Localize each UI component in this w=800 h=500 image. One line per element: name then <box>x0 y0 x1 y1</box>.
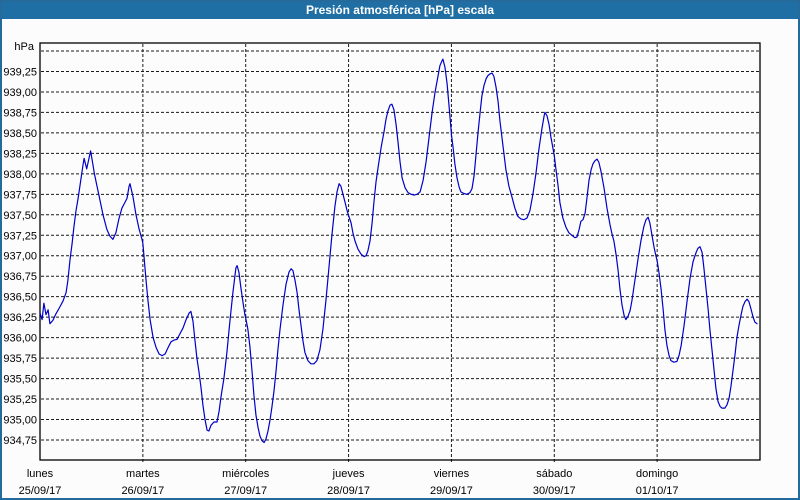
y-axis-tick-label: 936,75 <box>3 271 37 283</box>
y-axis-tick-label: 938,50 <box>3 128 37 140</box>
y-axis-tick-label: 935,75 <box>3 353 37 365</box>
y-axis-tick-label: 939,25 <box>3 66 37 78</box>
x-axis-day-label: sábado <box>536 468 572 480</box>
pressure-series-line <box>39 58 758 444</box>
x-axis-day-label: jueves <box>332 468 365 480</box>
y-axis-tick-label: 935,00 <box>3 415 37 427</box>
x-axis-day-label: martes <box>126 468 160 480</box>
x-axis-date-label: 01/10/17 <box>636 485 679 497</box>
y-axis-tick-label: 936,25 <box>3 312 37 324</box>
y-axis-tick-label: 938,75 <box>3 107 37 119</box>
x-axis-date-label: 29/09/17 <box>430 485 473 497</box>
x-axis-date-label: 26/09/17 <box>121 485 164 497</box>
y-axis-tick-label: 938,00 <box>3 169 37 181</box>
x-axis-date-label: 30/09/17 <box>533 485 576 497</box>
plot-border <box>39 42 761 461</box>
x-axis-day-label: viernes <box>434 468 470 480</box>
x-axis-day-label: domingo <box>636 468 678 480</box>
y-axis-tick-label: 937,00 <box>3 251 37 263</box>
x-axis-day-label: miércoles <box>222 468 270 480</box>
y-axis-tick-label: 937,25 <box>3 230 37 242</box>
x-axis-date-label: 28/09/17 <box>327 485 370 497</box>
y-axis-tick-label: 939,00 <box>3 87 37 99</box>
y-axis-tick-label: 938,25 <box>3 148 37 160</box>
y-axis-unit-label: hPa <box>14 41 34 53</box>
y-axis-tick-label: 936,50 <box>3 292 37 304</box>
y-axis-tick-label: 937,50 <box>3 210 37 222</box>
y-axis-tick-label: 937,75 <box>3 189 37 201</box>
y-axis-tick-label: 936,00 <box>3 333 37 345</box>
x-axis-date-label: 27/09/17 <box>224 485 267 497</box>
y-axis-tick-label: 935,50 <box>3 374 37 386</box>
y-axis-tick-label: 935,25 <box>3 394 37 406</box>
x-axis-day-label: lunes <box>27 468 54 480</box>
window-title: Presión atmosférica [hPa] escala <box>305 3 495 17</box>
window-titlebar: Presión atmosférica [hPa] escala <box>2 2 798 19</box>
y-axis-tick-label: 934,75 <box>3 435 37 447</box>
x-axis-date-label: 25/09/17 <box>19 485 62 497</box>
